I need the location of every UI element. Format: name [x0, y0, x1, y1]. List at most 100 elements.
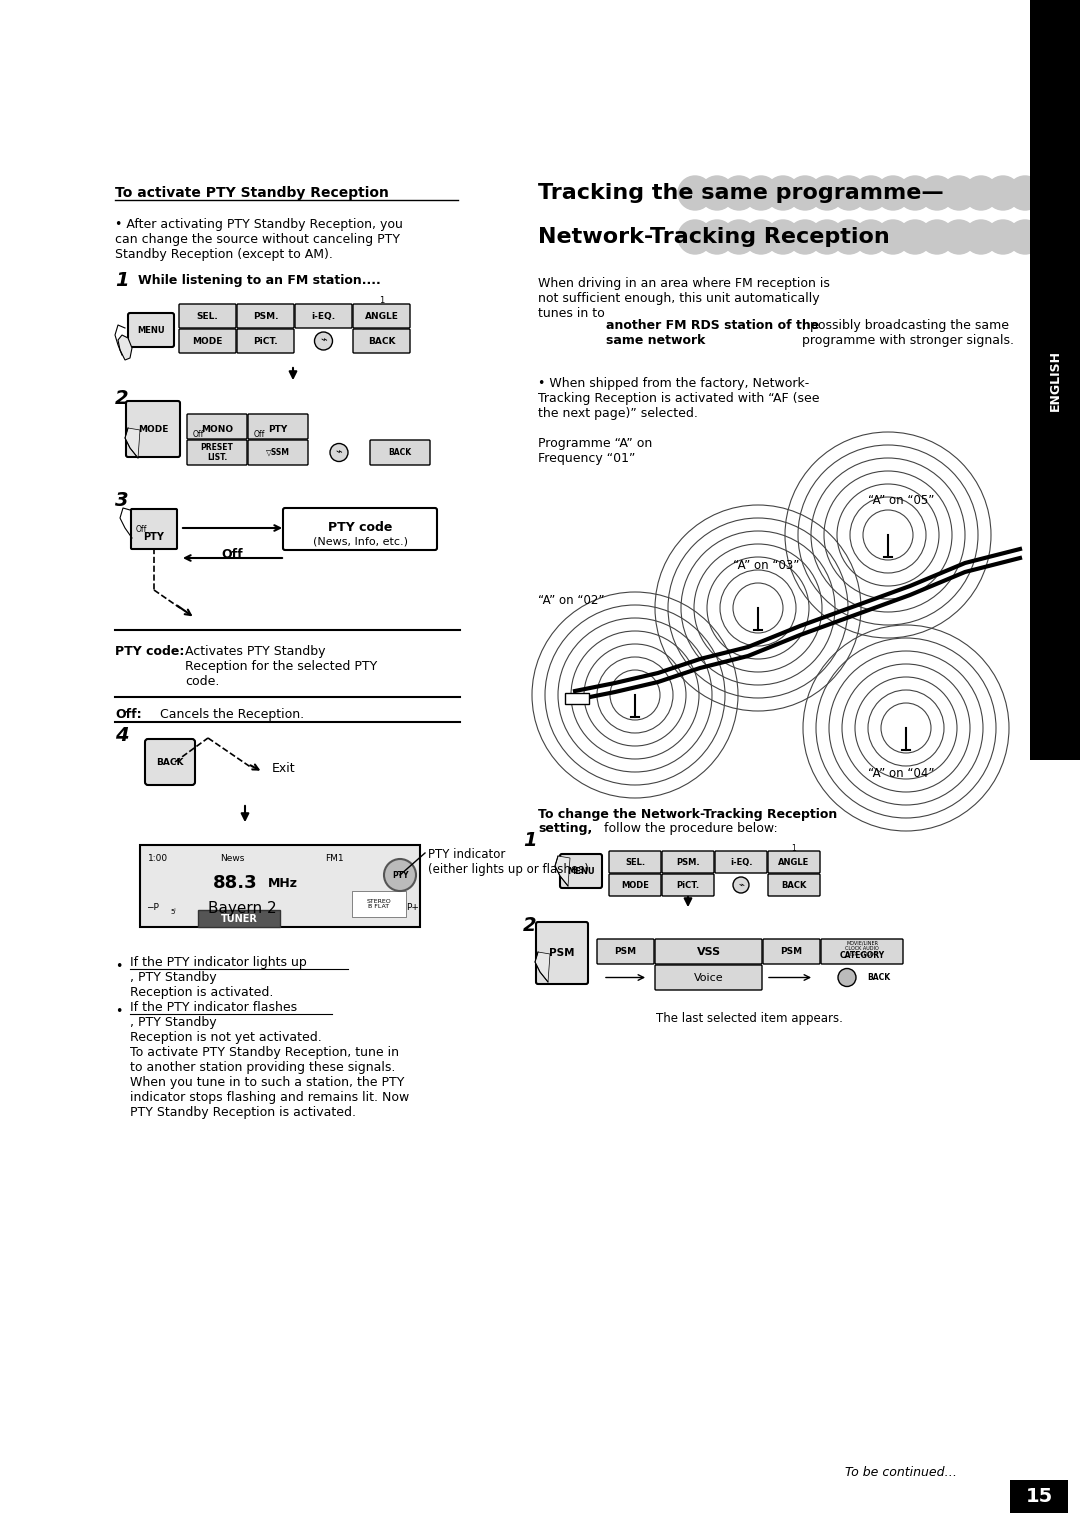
Circle shape: [723, 220, 756, 254]
Circle shape: [1008, 220, 1042, 254]
FancyBboxPatch shape: [187, 414, 247, 439]
Circle shape: [733, 877, 750, 892]
Text: The last selected item appears.: The last selected item appears.: [656, 1012, 842, 1025]
Text: PSM.: PSM.: [676, 857, 700, 866]
Text: PRESET
LIST.: PRESET LIST.: [201, 443, 233, 461]
Text: TUNER: TUNER: [220, 914, 257, 924]
Circle shape: [832, 220, 866, 254]
Text: ⌁: ⌁: [320, 336, 327, 345]
Bar: [140, 845, 420, 927]
FancyBboxPatch shape: [821, 940, 903, 964]
FancyBboxPatch shape: [129, 313, 174, 347]
Text: FM1: FM1: [325, 854, 343, 862]
Text: Off:: Off:: [114, 707, 141, 721]
Circle shape: [838, 969, 856, 987]
Text: 1: 1: [523, 831, 537, 850]
FancyBboxPatch shape: [353, 329, 410, 353]
Text: “A” on “05”: “A” on “05”: [868, 494, 934, 506]
Text: • When shipped from the factory, Network-
Tracking Reception is activated with “: • When shipped from the factory, Network…: [538, 377, 820, 420]
Text: , PTY Standby
Reception is activated.: , PTY Standby Reception is activated.: [130, 970, 273, 999]
FancyBboxPatch shape: [768, 874, 820, 895]
Circle shape: [766, 176, 800, 209]
Circle shape: [810, 176, 843, 209]
FancyBboxPatch shape: [536, 921, 588, 984]
Text: MODE: MODE: [621, 880, 649, 889]
Bar: [1010, 1481, 1068, 1513]
Circle shape: [678, 176, 712, 209]
Circle shape: [700, 220, 734, 254]
FancyBboxPatch shape: [283, 507, 437, 550]
Text: Network-Tracking Reception: Network-Tracking Reception: [538, 228, 890, 248]
Text: ▽SSM: ▽SSM: [266, 448, 291, 457]
Polygon shape: [535, 952, 550, 983]
FancyBboxPatch shape: [237, 329, 294, 353]
Text: MOVIE/LINER
CLOCK AUDIO
DISP  COLOR: MOVIE/LINER CLOCK AUDIO DISP COLOR: [846, 940, 879, 957]
FancyBboxPatch shape: [715, 851, 767, 872]
Text: 1:00: 1:00: [148, 854, 168, 862]
Text: PSM.: PSM.: [253, 312, 279, 321]
FancyBboxPatch shape: [762, 940, 820, 964]
Text: ⌁: ⌁: [738, 880, 744, 889]
Bar: [198, 911, 280, 927]
Text: −P: −P: [146, 903, 159, 912]
Text: MHz: MHz: [268, 877, 298, 889]
Circle shape: [1008, 176, 1042, 209]
Text: 1: 1: [114, 270, 129, 289]
Text: •: •: [114, 1005, 122, 1018]
Text: PiCT.: PiCT.: [676, 880, 700, 889]
Text: STEREO
B FLAT: STEREO B FLAT: [366, 898, 391, 909]
FancyBboxPatch shape: [561, 854, 602, 888]
Circle shape: [788, 176, 822, 209]
Circle shape: [314, 332, 333, 350]
Text: Cancels the Reception.: Cancels the Reception.: [160, 707, 305, 721]
Text: PTY: PTY: [268, 425, 287, 434]
Circle shape: [897, 176, 932, 209]
Text: SEL.: SEL.: [197, 312, 218, 321]
Text: 2: 2: [114, 388, 129, 408]
Text: PTY indicator
(either lights up or flashes): PTY indicator (either lights up or flash…: [428, 848, 589, 876]
Text: To be continued…: To be continued…: [845, 1467, 957, 1479]
Text: PSM: PSM: [550, 947, 575, 958]
FancyBboxPatch shape: [353, 304, 410, 329]
Text: To change the Network-Tracking Reception: To change the Network-Tracking Reception: [538, 808, 837, 821]
Circle shape: [330, 443, 348, 461]
Text: Off: Off: [193, 429, 204, 439]
Text: PTY code:: PTY code:: [114, 645, 185, 659]
Text: While listening to an FM station....: While listening to an FM station....: [138, 274, 381, 287]
Circle shape: [810, 220, 843, 254]
Text: PiCT.: PiCT.: [253, 336, 278, 345]
Text: P+: P+: [406, 903, 419, 912]
Circle shape: [723, 176, 756, 209]
Text: setting,: setting,: [538, 822, 592, 834]
Text: Activates PTY Standby
Reception for the selected PTY
code.: Activates PTY Standby Reception for the …: [185, 645, 377, 688]
Text: , PTY Standby
Reception is not yet activated.
To activate PTY Standby Reception,: , PTY Standby Reception is not yet activ…: [130, 1016, 409, 1118]
Text: Voice: Voice: [693, 972, 724, 983]
Circle shape: [964, 176, 998, 209]
Text: BACK: BACK: [781, 880, 807, 889]
Polygon shape: [125, 428, 140, 458]
Text: BACK: BACK: [867, 973, 890, 983]
Circle shape: [744, 176, 778, 209]
FancyBboxPatch shape: [187, 440, 247, 465]
Text: News: News: [220, 854, 244, 862]
Bar: [565, 694, 589, 704]
Text: PTY: PTY: [144, 532, 164, 542]
Text: • After activating PTY Standby Reception, you
can change the source without canc: • After activating PTY Standby Reception…: [114, 219, 403, 261]
Text: BACK: BACK: [157, 758, 184, 767]
Text: “A” on “03”: “A” on “03”: [733, 559, 799, 571]
Text: “A” on “04”: “A” on “04”: [868, 767, 934, 779]
Text: another FM RDS station of the
same network: another FM RDS station of the same netwo…: [606, 319, 820, 347]
Text: PTY code: PTY code: [328, 521, 392, 533]
Text: Off: Off: [221, 547, 243, 561]
FancyBboxPatch shape: [179, 304, 237, 329]
Text: MONO: MONO: [201, 425, 233, 434]
FancyBboxPatch shape: [237, 304, 294, 329]
FancyBboxPatch shape: [248, 414, 308, 439]
Text: •: •: [114, 960, 122, 973]
Text: 1: 1: [792, 843, 796, 853]
Text: i-EQ.: i-EQ.: [730, 857, 753, 866]
Text: , possibly broadcasting the same
programme with stronger signals.: , possibly broadcasting the same program…: [802, 319, 1014, 347]
Text: Exit: Exit: [272, 761, 296, 775]
Circle shape: [854, 220, 888, 254]
Text: If the PTY indicator flashes: If the PTY indicator flashes: [130, 1001, 297, 1015]
